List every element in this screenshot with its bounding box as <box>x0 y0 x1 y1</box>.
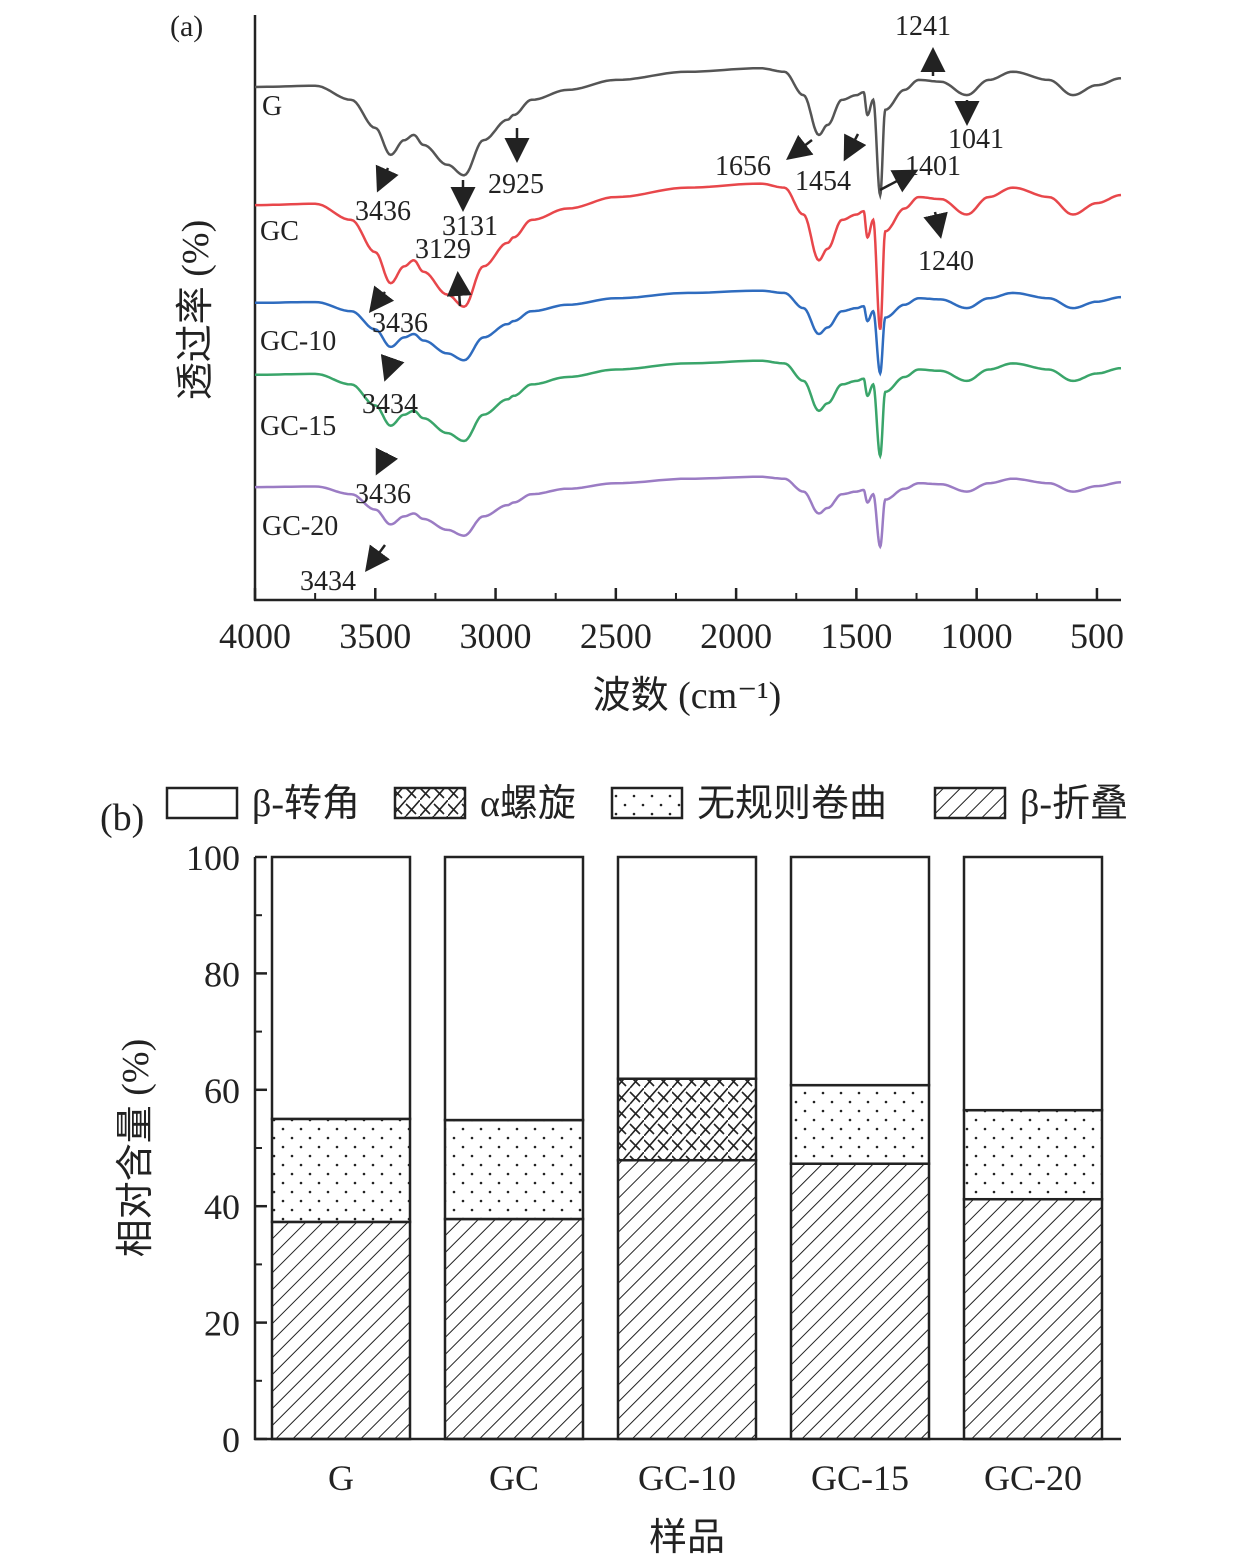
arrow <box>843 133 867 162</box>
annotation: 1240 <box>918 246 974 277</box>
legend-swatch <box>165 786 239 820</box>
bar-segment-gc-15 <box>789 855 931 1087</box>
bar-segment-gc <box>443 1217 585 1441</box>
bar-segment-gc-20 <box>962 1108 1104 1201</box>
bar-segment-g <box>270 1117 412 1224</box>
y-tick-label: 60 <box>204 1071 240 1111</box>
annotation: 3434 <box>300 566 356 597</box>
legend-label: 无规则卷曲 <box>697 783 887 825</box>
annotation: 3436 <box>355 196 411 227</box>
bar-segment-gc <box>443 1118 585 1221</box>
spectrum-g <box>254 66 1122 201</box>
y-axis-label: 相对含量 (%) <box>115 1039 157 1257</box>
y-tick-label: 100 <box>186 838 240 878</box>
bar-segment-gc-15 <box>789 1162 931 1441</box>
bar-axes: 0 20 40 60 80 100 <box>186 838 1121 1460</box>
panel-label-a: (a) <box>170 10 203 43</box>
panel-label-b: (b) <box>100 797 144 839</box>
legend-swatch <box>610 786 684 820</box>
x-tick-label: G <box>328 1458 354 1498</box>
spectrum-gc-15 <box>255 359 1122 460</box>
annotation: 3434 <box>362 389 418 420</box>
legend: β-转角 α螺旋 无规则卷曲 β-折叠 <box>165 783 1128 825</box>
x-axis-label: 波数 (cm⁻¹) <box>593 675 782 717</box>
annotation-arrows <box>365 47 980 573</box>
bar-segment-gc-10 <box>616 855 758 1080</box>
series-label-gc20: GC-20 <box>262 511 338 542</box>
arrow <box>923 211 948 239</box>
y-tick-label: 0 <box>222 1420 240 1460</box>
annotation: 1656 <box>715 151 771 182</box>
annotation: 1041 <box>948 124 1004 155</box>
x-axis-label: 样品 <box>649 1517 725 1559</box>
annotation: 3129 <box>415 234 471 265</box>
x-tick-label: 3500 <box>339 616 411 656</box>
arrow <box>786 134 814 161</box>
y-tick-label: 20 <box>204 1304 240 1344</box>
arrow <box>368 285 395 313</box>
annotation: 1454 <box>795 166 851 197</box>
bar-segment-g <box>270 1220 412 1441</box>
x-tick-label: GC-15 <box>811 1458 909 1498</box>
legend-label: β-转角 <box>252 783 360 825</box>
series-label-gc: GC <box>260 216 299 247</box>
annotation: 3436 <box>372 308 428 339</box>
annotation: 1401 <box>905 151 961 182</box>
x-tick-label: 2500 <box>580 616 652 656</box>
bar-segment-gc-20 <box>962 855 1104 1112</box>
x-tick-label: GC <box>489 1458 539 1498</box>
legend-swatch <box>933 786 1007 820</box>
bars: G GC GC-10 GC-15 GC-20 <box>270 855 1104 1498</box>
y-axis-label: 透过率 (%) <box>175 220 217 400</box>
x-tick-label: 2000 <box>700 616 772 656</box>
annotation: 3131 <box>442 211 498 242</box>
x-tick-label: 1000 <box>941 616 1013 656</box>
series-label-g: G <box>262 91 282 122</box>
arrow <box>446 271 472 307</box>
arrow <box>365 544 390 573</box>
bar-segment-gc <box>443 855 585 1122</box>
x-tick-label: 4000 <box>219 616 291 656</box>
peak-annotations: 1241 1041 1656 1454 1401 3436 3131 2925 … <box>300 11 1004 597</box>
legend-label: α螺旋 <box>480 783 576 825</box>
spectrum-gc-10 <box>255 289 1122 377</box>
arrow <box>879 169 919 193</box>
bar-segment-gc-20 <box>962 1197 1104 1441</box>
arrow <box>375 164 399 193</box>
legend-label: β-折叠 <box>1020 783 1128 825</box>
x-tick-label: 3000 <box>460 616 532 656</box>
secondary-structure-panel: (b) β-转角 α螺旋 无规则卷曲 β-折叠 G GC GC-10 GC-15 GC-20 … <box>100 783 1128 1559</box>
annotation: 2925 <box>488 169 544 200</box>
bar-segment-gc-10 <box>616 1158 758 1441</box>
spectrum-gc-20 <box>255 475 1122 550</box>
y-tick-label: 40 <box>204 1187 240 1227</box>
x-tick-label: 500 <box>1070 616 1124 656</box>
arrow <box>375 447 399 476</box>
bar-segment-g <box>270 855 412 1121</box>
arrow <box>380 353 405 382</box>
ftir-spectra <box>254 66 1122 550</box>
series-label-gc15: GC-15 <box>260 411 336 442</box>
bar-segment-gc-10 <box>616 1077 758 1162</box>
annotation: 3436 <box>355 479 411 510</box>
bar-segment-gc-15 <box>789 1083 931 1165</box>
ftir-x-ticks: 4000 3500 3000 2500 2000 1500 1000 500 <box>219 588 1124 656</box>
legend-swatch <box>393 786 467 820</box>
series-labels: G GC GC-10 GC-15 GC-20 <box>260 91 338 542</box>
spectrum-gc <box>255 182 1122 330</box>
ftir-panel: (a) 4000 3500 3000 2500 2000 1500 1000 500 波数 (… <box>170 10 1124 717</box>
series-label-gc10: GC-10 <box>260 326 336 357</box>
x-tick-label: GC-20 <box>984 1458 1082 1498</box>
x-tick-label: GC-10 <box>638 1458 736 1498</box>
annotation: 1241 <box>895 11 951 42</box>
y-tick-label: 80 <box>204 954 240 994</box>
x-tick-label: 1500 <box>820 616 892 656</box>
